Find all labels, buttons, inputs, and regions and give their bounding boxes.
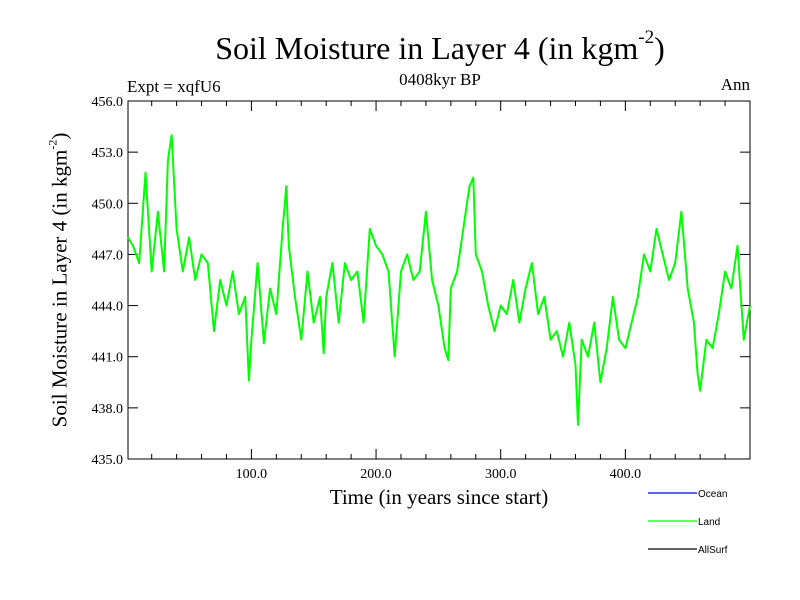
chart-title: Soil Moisture in Layer 4 (in kgm-2) bbox=[215, 27, 665, 66]
y-tick-label: 435.0 bbox=[92, 453, 124, 468]
y-tick-label: 447.0 bbox=[92, 248, 124, 263]
plot-frame bbox=[127, 100, 751, 460]
legend-label-ocean: Ocean bbox=[698, 489, 727, 500]
series-layer bbox=[127, 134, 751, 426]
y-ticks: 435.0 438.0 441.0 444.0 447.0 450.0 453.0 456.0 bbox=[92, 95, 750, 468]
legend: Ocean Land AllSurf bbox=[648, 489, 728, 556]
chart-subtitle: 0408kyr BP bbox=[399, 70, 481, 89]
series-line-land bbox=[127, 134, 751, 426]
x-axis-label: Time (in years since start) bbox=[329, 485, 549, 509]
legend-label-land: Land bbox=[698, 517, 720, 528]
season-label: Ann bbox=[720, 75, 750, 94]
experiment-label: Expt = xqfU6 bbox=[127, 77, 221, 96]
x-tick-label: 200.0 bbox=[360, 467, 392, 482]
y-tick-label: 441.0 bbox=[92, 351, 124, 366]
x-tick-label: 400.0 bbox=[610, 467, 642, 482]
y-tick-label: 438.0 bbox=[92, 402, 124, 417]
y-tick-label: 444.0 bbox=[92, 300, 124, 315]
y-tick-label: 450.0 bbox=[92, 197, 124, 212]
legend-label-allsurf: AllSurf bbox=[698, 545, 728, 556]
x-ticks: 100.0 200.0 300.0 400.0 bbox=[151, 101, 726, 482]
y-tick-label: 453.0 bbox=[92, 146, 124, 161]
y-tick-label: 456.0 bbox=[92, 95, 124, 110]
x-tick-label: 100.0 bbox=[236, 467, 268, 482]
x-tick-label: 300.0 bbox=[485, 467, 517, 482]
